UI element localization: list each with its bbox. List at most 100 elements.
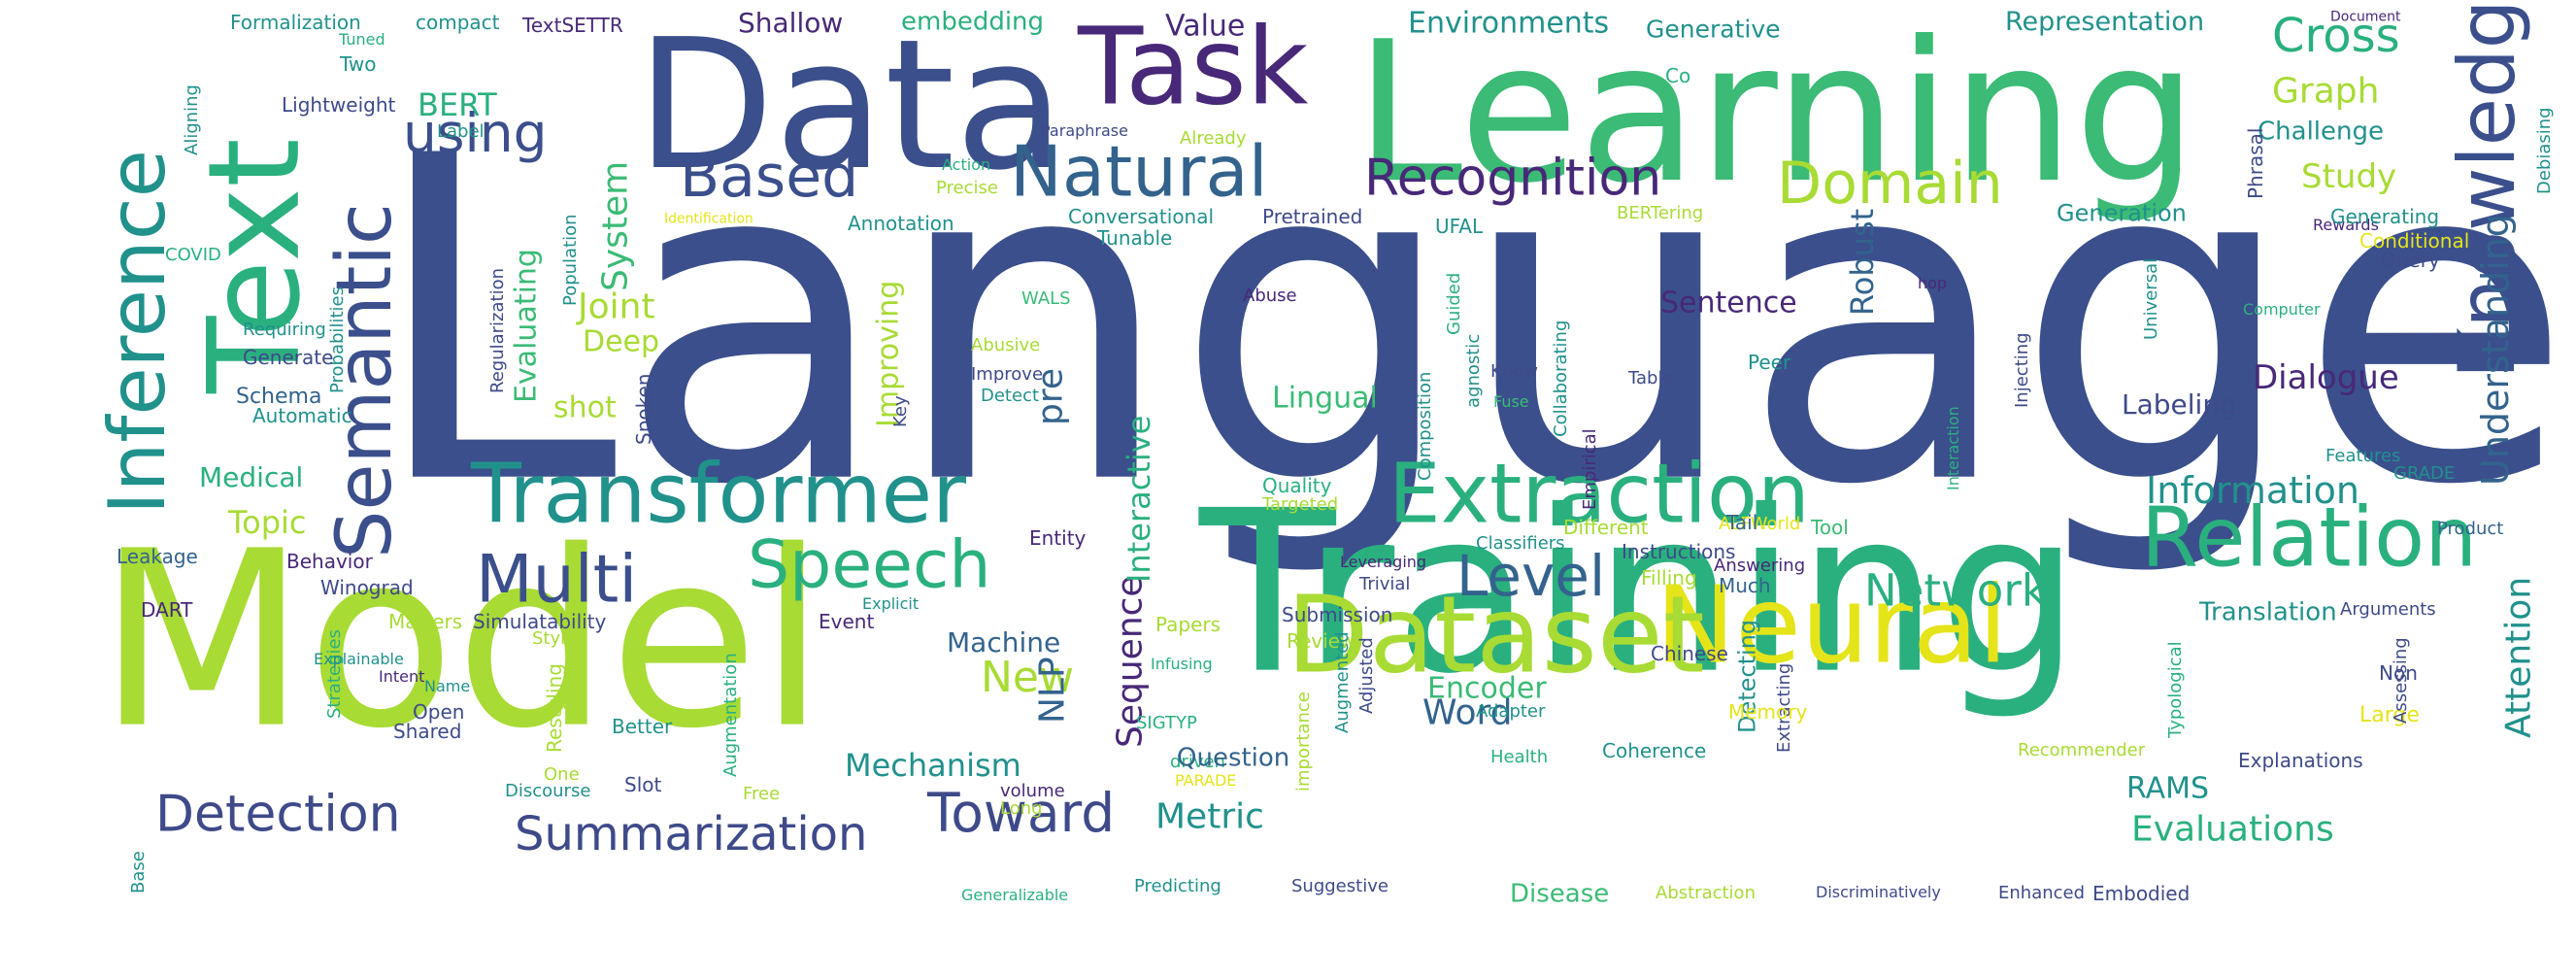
word-two: Two (339, 52, 377, 76)
word-leveraging: Leveraging (1340, 553, 1426, 571)
word-assessing: Assessing (2391, 637, 2411, 724)
word-tool: Tool (1810, 516, 1849, 539)
word-requiring: Requiring (243, 320, 326, 340)
word-labeling: Labeling (2122, 388, 2237, 421)
word-population: Population (560, 214, 581, 306)
word-product: Product (2437, 519, 2503, 539)
word-conditional: Conditional (2359, 229, 2469, 253)
word-schema: Schema (236, 385, 321, 409)
word-review: Review (1287, 629, 1355, 653)
word-computer: Computer (2243, 300, 2321, 319)
word-abuse: Abuse (1243, 286, 1297, 306)
word-model: Model (97, 499, 826, 782)
word-relation: Relation (2141, 489, 2477, 586)
word-abstraction: Abstraction (1656, 883, 1756, 903)
word-classifiers: Classifiers (1476, 533, 1565, 554)
word-tuned: Tuned (338, 30, 385, 49)
word-instructions: Instructions (1622, 540, 1735, 563)
word-bert: BERT (418, 86, 497, 123)
word-identification: Identification (664, 212, 753, 227)
word-infusing: Infusing (1151, 655, 1213, 673)
word-new: New (981, 653, 1074, 702)
word-question: Question (1177, 743, 1289, 772)
word-automatic: Automatic (252, 404, 352, 427)
word-fuse: Fuse (1493, 392, 1529, 411)
word-restyling: Restyling (543, 663, 566, 753)
word-spoken: Spoken (632, 374, 655, 445)
word-entity: Entity (1029, 526, 1087, 550)
word-detect: Detect (981, 386, 1039, 406)
word-query: Query (2381, 249, 2440, 272)
word-learning: Learning (1355, 0, 2197, 226)
word-memory: Memory (1728, 700, 1808, 724)
word-extracting: Extracting (1774, 663, 1794, 753)
word-mechanism: Mechanism (845, 747, 1021, 784)
word-guided: Guided (1444, 273, 1464, 335)
word-lingual: Lingual (1272, 382, 1378, 416)
word-dialogue: Dialogue (2253, 358, 2399, 397)
word-ufal: UFAL (1435, 215, 1484, 238)
word-free: Free (743, 784, 780, 804)
word-discriminatively: Discriminatively (1816, 883, 1941, 901)
word-deep: Deep (583, 325, 659, 359)
word-value: Value (1165, 10, 1245, 44)
word-conversational: Conversational (1068, 205, 1214, 228)
word-training: Training (1198, 464, 2081, 724)
word-generate: Generate (243, 346, 333, 369)
word-medical: Medical (199, 461, 303, 493)
word-annotation: Annotation (848, 212, 954, 235)
word-recommender: Recommender (2018, 740, 2146, 760)
word-quality: Quality (1262, 474, 1332, 497)
word-rewards: Rewards (2313, 216, 2379, 234)
word-data: Data (636, 0, 1065, 210)
word-filling: Filling (1641, 566, 1697, 590)
word-using: using (403, 102, 548, 164)
word-graph: Graph (2272, 72, 2379, 112)
word-evaluating: Evaluating (510, 249, 544, 403)
word-augmented: Augmented (1332, 631, 1353, 733)
word-pre: pre (1031, 368, 1071, 425)
word-large: Large (2359, 703, 2420, 727)
word-augmentation: Augmentation (720, 653, 741, 777)
word-rams: RAMS (2126, 772, 2209, 806)
word-targeted: Targeted (1261, 494, 1338, 515)
word-attention: Attention (2499, 577, 2539, 738)
word-study: Study (2301, 157, 2396, 196)
word-metric: Metric (1155, 797, 1264, 837)
word-matters: Matters (388, 610, 462, 633)
word-lightweight: Lightweight (282, 93, 396, 117)
word-parade: PARADE (1175, 771, 1236, 790)
word-representation: Representation (2005, 7, 2204, 37)
word-arguments: Arguments (2340, 599, 2436, 620)
word-much: Much (1719, 574, 1771, 597)
word-adapter: Adapter (1476, 701, 1546, 722)
word-network: Network (1864, 565, 2047, 617)
word-system: System (596, 161, 636, 291)
word-translation: Translation (2198, 597, 2337, 626)
word-challenge: Challenge (2258, 117, 2384, 146)
word-leakage: Leakage (117, 545, 198, 568)
word-cross: Cross (2272, 9, 2400, 63)
word-robust: Robust (1844, 209, 1881, 316)
word-explainable: Explainable (314, 650, 404, 668)
word-answering: Answering (1714, 556, 1805, 576)
word-textsettr: TextSETTR (521, 14, 623, 37)
word-sentence: Sentence (1660, 287, 1797, 320)
word-evaluations: Evaluations (2131, 810, 2334, 850)
word-abusive: Abusive (971, 335, 1040, 355)
word-sequence: Sequence (1111, 575, 1151, 748)
word-tunable: Tunable (1096, 226, 1172, 250)
word-action: Action (942, 155, 990, 174)
word-multi: Multi (476, 542, 637, 619)
word-joint: Joint (576, 287, 655, 327)
word-level: Level (1456, 543, 1605, 609)
word-grade: GRADE (2393, 463, 2455, 484)
word-disease: Disease (1510, 879, 1609, 908)
word-know: Know (1490, 361, 1538, 382)
word-shared: Shared (393, 720, 461, 743)
word-explicit: Explicit (862, 594, 919, 613)
word-chinese: Chinese (1651, 642, 1728, 665)
word-sigtyp: SIGTYP (1136, 713, 1197, 733)
word-inference: Inference (92, 150, 183, 515)
word-universal: Universal (2141, 258, 2161, 340)
